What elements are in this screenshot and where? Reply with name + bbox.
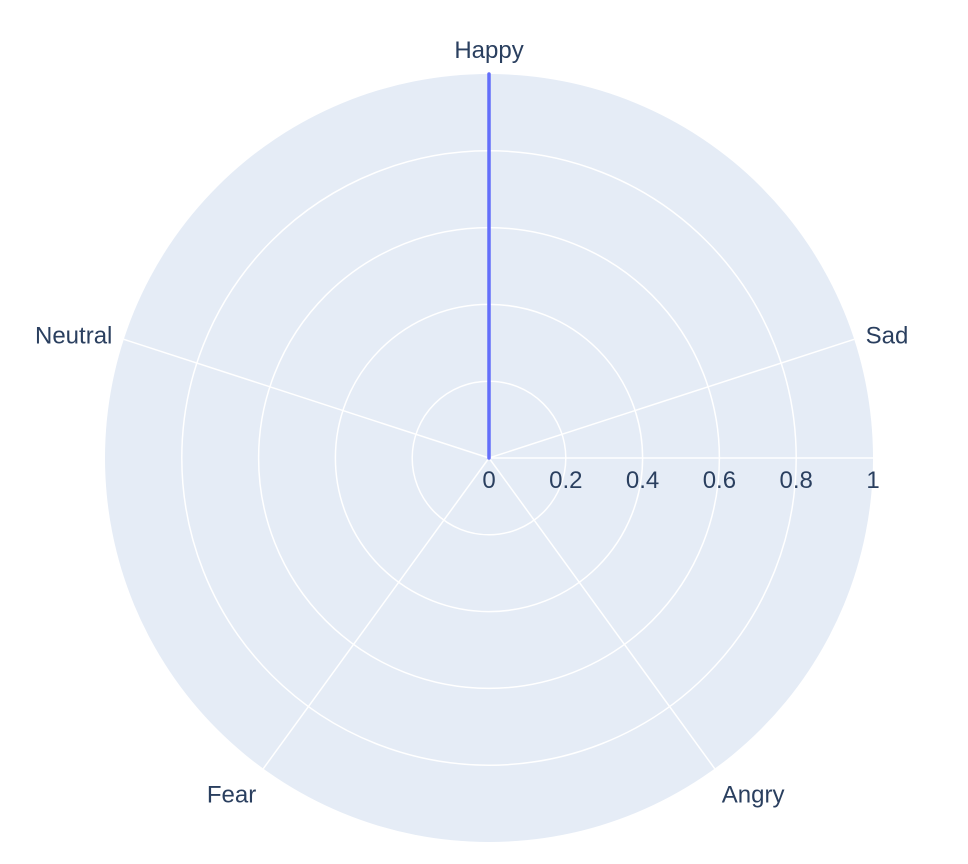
spoke-sad xyxy=(488,338,855,459)
radial-tick-label: 0.2 xyxy=(549,467,582,494)
radial-tick-label: 0.8 xyxy=(780,467,813,494)
radial-tick-label: 0.4 xyxy=(626,467,659,494)
radial-tick-label: 0.6 xyxy=(703,467,736,494)
category-label-sad: Sad xyxy=(866,323,909,350)
category-label-neutral: Neutral xyxy=(35,323,112,350)
category-label-angry: Angry xyxy=(722,781,785,808)
spoke-fear xyxy=(262,457,490,770)
category-label-fear: Fear xyxy=(207,781,256,808)
spoke-angry xyxy=(488,457,716,770)
spoke-neutral xyxy=(123,338,490,459)
radial-tick-label: 0 xyxy=(482,467,495,494)
radial-tick-label: 1 xyxy=(866,467,879,494)
category-label-happy: Happy xyxy=(454,37,523,64)
